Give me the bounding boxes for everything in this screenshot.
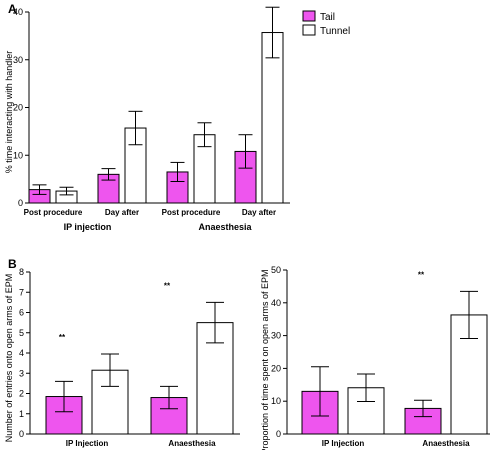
x-tick-label: IP Injection (66, 439, 109, 448)
legend-tunnel-swatch (302, 24, 316, 36)
y-tick-label: 40 (271, 298, 281, 308)
y-tick-label: 50 (271, 265, 281, 275)
legend-tunnel-label: Tunnel (320, 26, 350, 37)
x-tick-label: Post procedure (162, 208, 221, 217)
y-tick-label: 30 (271, 331, 281, 341)
panel-a-ylabel: % time interacting with handler (4, 51, 14, 174)
y-tick-label: 3 (19, 368, 24, 378)
y-tick-label: 40 (13, 7, 23, 17)
group-label: Anaesthesia (198, 222, 252, 232)
legend: Tail Tunnel (302, 10, 350, 37)
legend-tail-label: Tail (320, 12, 335, 23)
y-tick-label: 2 (19, 389, 24, 399)
x-tick-label: IP Injection (322, 439, 365, 448)
y-tick-label: 10 (13, 150, 23, 160)
y-tick-label: 0 (19, 429, 24, 439)
y-tick-label: 1 (19, 409, 24, 419)
panel-b-label: B (8, 257, 17, 271)
chart-panel-b-left: 0 1 2 3 4 5 6 7 8 IP Injection Anaesthesia ** ** (19, 267, 240, 448)
panel-a-label: A (8, 2, 17, 16)
chart-panel-a: 0 10 20 30 40 Post procedure Day after Post pro… (13, 6, 290, 232)
chart-panel-b-right: 0 10 20 30 40 50 IP Injection Anaesthesia ** (271, 265, 490, 448)
bar-tunnel (347, 387, 385, 435)
significance-marker: ** (418, 270, 425, 279)
x-tick-label: Day after (242, 208, 276, 217)
legend-tail-swatch (302, 10, 316, 22)
significance-marker: ** (59, 333, 66, 342)
significance-marker: ** (164, 281, 171, 290)
x-tick-label: Anaesthesia (422, 439, 470, 448)
group-label: IP injection (64, 222, 112, 232)
y-tick-label: 6 (19, 308, 24, 318)
y-tick-label: 0 (18, 198, 23, 208)
y-tick-label: 30 (13, 55, 23, 65)
x-tick-label: Anaesthesia (168, 439, 216, 448)
y-tick-label: 7 (19, 287, 24, 297)
y-tick-label: 10 (271, 396, 281, 406)
y-tick-label: 20 (13, 103, 23, 113)
y-tick-label: 5 (19, 328, 24, 338)
y-tick-label: 4 (19, 348, 24, 358)
y-tick-label: 8 (19, 267, 24, 277)
x-tick-label: Day after (105, 208, 139, 217)
panel-b-left-ylabel: Number of entries onto open arms of EPM (4, 274, 14, 443)
panel-b-right-ylabel: Proportion of time spent on open arms of… (260, 269, 270, 450)
x-tick-label: Post procedure (24, 208, 83, 217)
y-tick-label: 0 (276, 429, 281, 439)
y-tick-label: 20 (271, 363, 281, 373)
